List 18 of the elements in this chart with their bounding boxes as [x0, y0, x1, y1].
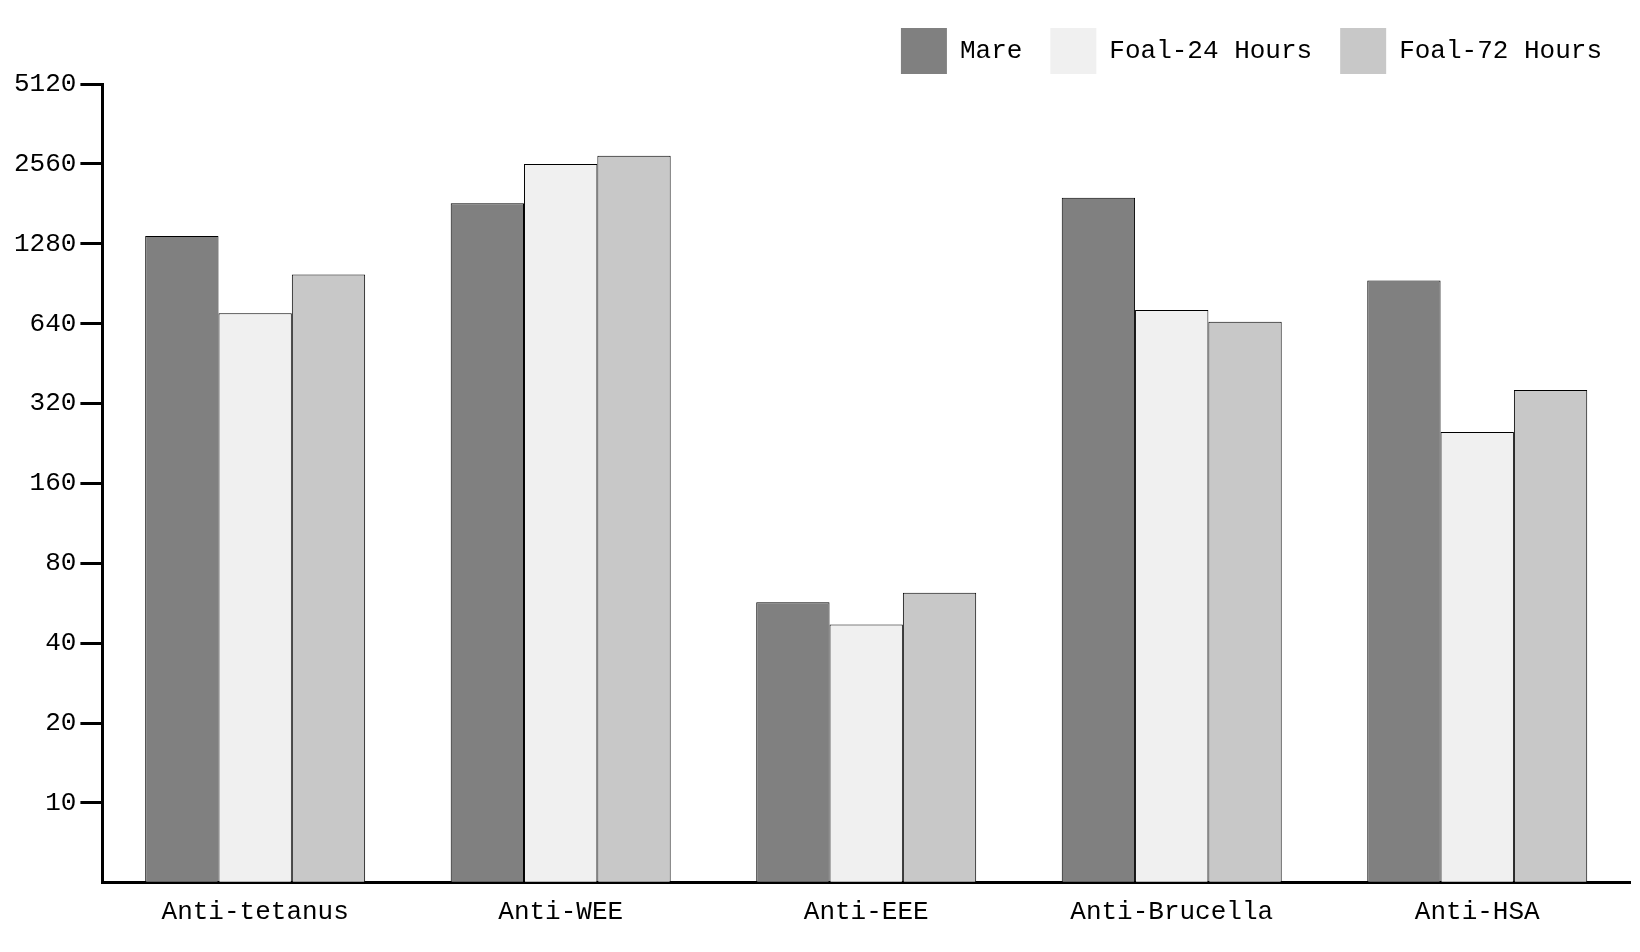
- y-tick-label: 2560: [13, 148, 77, 179]
- legend-label: Foal-72 Hours: [1399, 35, 1603, 66]
- x-tick-label: Anti-tetanus: [161, 897, 349, 928]
- y-tick-label: 640: [29, 308, 77, 339]
- y-tick-label: 40: [45, 628, 77, 659]
- legend-label: Mare: [959, 35, 1023, 66]
- y-tick-label: 1280: [13, 228, 77, 259]
- x-tick-label: Anti-EEE: [803, 897, 929, 928]
- x-tick-label: Anti-HSA: [1414, 897, 1541, 928]
- y-tick-label: 320: [29, 388, 77, 419]
- y-tick-label: 10: [45, 787, 77, 818]
- x-tick-label: Anti-Brucella: [1070, 897, 1274, 928]
- y-tick-label: 20: [45, 707, 77, 738]
- y-tick-label: 80: [45, 548, 77, 579]
- y-tick-label: 5120: [13, 68, 77, 99]
- x-tick-label: Anti-WEE: [498, 897, 624, 928]
- y-tick-label: 160: [29, 468, 77, 499]
- legend-label: Foal-24 Hours: [1109, 35, 1313, 66]
